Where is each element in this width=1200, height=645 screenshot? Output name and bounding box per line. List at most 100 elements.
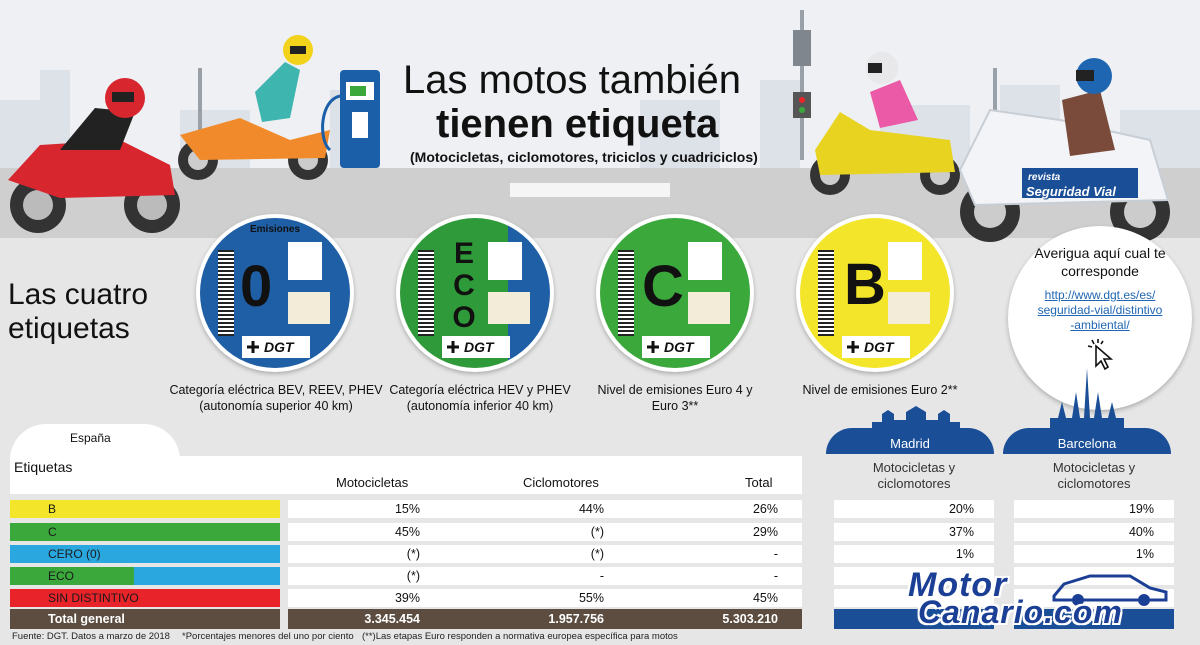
watermark-motor: Motor [908, 566, 1008, 604]
motorcycles-illustration [8, 10, 1170, 242]
dgt-logo: DGT [442, 336, 510, 358]
car-logo-icon [1052, 574, 1168, 606]
sticker-c-caption: Nivel de emisiones Euro 4 y Euro 3** [597, 383, 753, 413]
dgt-mark-icon [247, 341, 259, 353]
charging-station-icon [321, 70, 380, 168]
sticker-eco-caption: Categoría eléctrica HEV y PHEV (autonomí… [389, 383, 571, 413]
total-ciclomotores: 1.957.756 [548, 612, 604, 626]
traffic-light-icon [793, 10, 811, 160]
sticker-c: C DGT [596, 214, 754, 372]
sticker-top-label: Emisiones [250, 224, 301, 235]
sticker-cero-caption: Categoría eléctrica BEV, REEV, PHEV (aut… [169, 383, 383, 413]
cell-motocicletas: (*) [406, 547, 420, 561]
col-header-motocicletas: Motocicletas [336, 475, 409, 490]
cell-total: 45% [752, 591, 778, 605]
row-label-eco: ECO [10, 567, 280, 585]
cell-total: 26% [752, 502, 778, 516]
dgt-mark-icon [447, 341, 459, 353]
madrid-cell-c: 37% [834, 523, 994, 541]
sticker-hologram-box [688, 292, 730, 324]
table-row: 15% 44% 26% [288, 500, 802, 518]
total-row: 3.345.454 1.957.756 5.303.210 [288, 609, 802, 629]
madrid-cell-cero: 1% [834, 545, 994, 563]
cell-total: - [773, 547, 778, 561]
table-row: (*) - - [288, 567, 802, 585]
dgt-mark-icon [647, 341, 659, 353]
yellow-scooter-icon [810, 52, 960, 195]
row-label-sin-distintivo: SIN DISTINTIVO [10, 589, 280, 607]
sticker-symbol: 0 [240, 254, 273, 319]
police-motorcycle-icon [958, 58, 1170, 242]
cell-ciclomotores: 55% [578, 591, 604, 605]
road-marking [510, 183, 670, 197]
cell-total: 29% [752, 525, 778, 539]
dgt-link-line2: seguridad-vial/distintivo [1037, 303, 1163, 317]
footnote-euro: (**)Las etapas Euro responden a normativ… [362, 631, 678, 642]
table-row: 39% 55% 45% [288, 589, 802, 607]
dgt-logo: DGT [642, 336, 710, 358]
barcelona-total [1014, 609, 1174, 629]
row-label-cero: CERO (0) [10, 545, 280, 563]
barcode-icon [218, 250, 234, 336]
labels-header: Etiquetas [14, 459, 73, 475]
barcode-icon [618, 250, 634, 336]
info-bubble: Averigua aquí cual te corresponde http:/… [1008, 226, 1192, 410]
sticker-eco-disc: ECO DGT [400, 218, 550, 368]
barcode-icon [818, 250, 834, 336]
total-total: 5.303.210 [722, 612, 778, 626]
barcelona-cell-c: 40% [1014, 523, 1174, 541]
barcelona-cell-b: 19% [1014, 500, 1174, 518]
sticker-cero: Emisiones 0 DGT [196, 214, 354, 372]
region-label: España [70, 431, 111, 445]
table-row: 45% (*) 29% [288, 523, 802, 541]
sticker-photo-box [288, 242, 322, 280]
pointer-click-icon [1087, 339, 1114, 370]
sticker-eco: ECO DGT [396, 214, 554, 372]
dgt-link[interactable]: http://www.dgt.es/es/ seguridad-vial/dis… [1018, 288, 1182, 333]
sticker-symbol: C [642, 254, 684, 319]
info-title: Averigua aquí cual te corresponde [1034, 245, 1166, 279]
barcode-icon [418, 250, 434, 336]
footnote-percent: *Porcentajes menores del uno por ciento [182, 631, 354, 642]
table-row: (*) (*) - [288, 545, 802, 563]
dgt-link-line3: -ambiental/ [1070, 318, 1130, 332]
cell-ciclomotores: - [599, 569, 604, 583]
total-row-label: Total general [10, 609, 280, 629]
city-subtitle-madrid: Motocicletas y ciclomotores [872, 460, 956, 491]
madrid-cell-eco [834, 567, 994, 585]
cell-total: - [773, 569, 778, 583]
city-header-barcelona: Barcelona [1003, 428, 1171, 454]
red-motorcycle-icon [8, 78, 180, 233]
row-label-b: B [10, 500, 280, 518]
sticker-photo-box [888, 242, 922, 280]
sticker-c-disc: C DGT [600, 218, 750, 368]
dgt-logo: DGT [842, 336, 910, 358]
page-title-line2: tienen etiqueta [436, 102, 719, 146]
cell-ciclomotores: (*) [590, 525, 604, 539]
cell-motocicletas: 39% [394, 591, 420, 605]
barcelona-cell-cero: 1% [1014, 545, 1174, 563]
page-subtitle: (Motocicletas, ciclomotores, triciclos y… [410, 149, 758, 165]
city-subtitle-barcelona: Motocicletas y ciclomotores [1052, 460, 1136, 491]
col-header-ciclomotores: Ciclomotores [523, 475, 599, 490]
sticker-photo-box [688, 242, 722, 280]
footnote-source: Fuente: DGT. Datos a marzo de 2018 [12, 631, 170, 642]
brand-logo-text: Seguridad Vial [1026, 184, 1116, 199]
cell-ciclomotores: 44% [578, 502, 604, 516]
madrid-cell-sin-distintivo [834, 589, 994, 607]
section-title: Las cuatro etiquetas [8, 278, 149, 345]
sticker-symbol: ECO [452, 237, 476, 334]
sticker-hologram-box [288, 292, 330, 324]
total-motocicletas: 3.345.454 [364, 612, 420, 626]
sticker-b-disc: B DGT [800, 218, 950, 368]
brand-small-text: revista [1028, 172, 1061, 183]
cell-motocicletas: (*) [406, 569, 420, 583]
cell-motocicletas: 45% [394, 525, 420, 539]
madrid-cell-b: 20% [834, 500, 994, 518]
madrid-total [834, 609, 994, 629]
watermark-canario: Canario.com [918, 594, 1123, 630]
sticker-photo-box [488, 242, 522, 280]
region-tab: España [10, 424, 180, 460]
page-title-line1: Las motos también [403, 58, 741, 102]
row-label-c: C [10, 523, 280, 541]
